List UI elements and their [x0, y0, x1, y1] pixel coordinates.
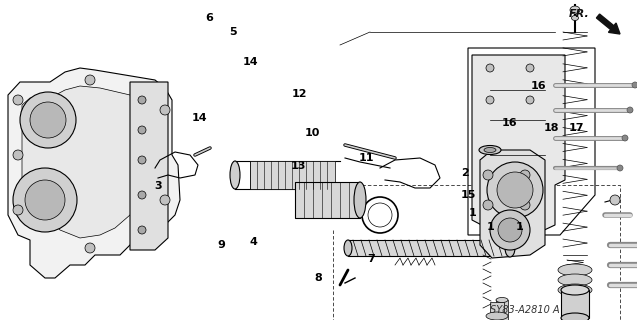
Polygon shape	[130, 82, 168, 250]
Text: 16: 16	[502, 118, 517, 128]
Polygon shape	[480, 150, 545, 258]
Circle shape	[526, 96, 534, 104]
Circle shape	[483, 200, 493, 210]
Circle shape	[13, 150, 23, 160]
Circle shape	[138, 191, 146, 199]
Circle shape	[487, 162, 543, 218]
Circle shape	[13, 205, 23, 215]
Ellipse shape	[505, 239, 515, 257]
Circle shape	[483, 170, 493, 180]
Circle shape	[632, 82, 637, 88]
Text: 8: 8	[315, 273, 322, 284]
Circle shape	[160, 105, 170, 115]
Circle shape	[622, 135, 628, 141]
Text: 1: 1	[515, 222, 523, 232]
Circle shape	[13, 168, 77, 232]
Circle shape	[486, 96, 494, 104]
Ellipse shape	[486, 312, 508, 320]
Circle shape	[138, 226, 146, 234]
Ellipse shape	[479, 146, 501, 155]
Circle shape	[627, 107, 633, 113]
Bar	[348, 240, 510, 256]
Text: 11: 11	[359, 153, 375, 164]
Circle shape	[85, 243, 95, 253]
Polygon shape	[22, 86, 140, 238]
Ellipse shape	[570, 6, 580, 14]
Ellipse shape	[484, 148, 496, 153]
Ellipse shape	[496, 298, 508, 302]
Circle shape	[30, 102, 66, 138]
Text: 3: 3	[154, 180, 162, 191]
Bar	[561, 290, 589, 318]
Circle shape	[610, 195, 620, 205]
Bar	[490, 302, 504, 316]
Circle shape	[160, 195, 170, 205]
Text: 10: 10	[304, 128, 320, 138]
Circle shape	[490, 210, 530, 250]
Bar	[250, 161, 335, 189]
Text: 14: 14	[192, 113, 207, 124]
Text: 13: 13	[290, 161, 306, 172]
Text: 15: 15	[461, 190, 476, 200]
Text: 2: 2	[461, 168, 469, 178]
Text: 12: 12	[292, 89, 307, 100]
Circle shape	[497, 172, 533, 208]
Text: FR.: FR.	[569, 9, 590, 19]
Text: 1: 1	[469, 208, 476, 218]
Circle shape	[85, 75, 95, 85]
Ellipse shape	[354, 182, 366, 218]
Circle shape	[138, 96, 146, 104]
Bar	[496, 300, 508, 320]
Ellipse shape	[561, 313, 589, 320]
Bar	[295, 182, 360, 218]
Text: 6: 6	[205, 12, 213, 23]
Ellipse shape	[344, 240, 352, 256]
Ellipse shape	[558, 274, 592, 286]
Text: 9: 9	[218, 240, 225, 250]
Circle shape	[138, 156, 146, 164]
FancyArrow shape	[596, 14, 620, 34]
Text: 4: 4	[250, 236, 257, 247]
Circle shape	[498, 218, 522, 242]
Polygon shape	[472, 55, 565, 232]
Text: 5: 5	[229, 27, 236, 37]
Polygon shape	[8, 68, 180, 278]
Text: 7: 7	[368, 254, 375, 264]
Circle shape	[20, 92, 76, 148]
Circle shape	[526, 64, 534, 72]
Circle shape	[520, 170, 530, 180]
Circle shape	[138, 126, 146, 134]
Text: 1: 1	[487, 222, 494, 232]
Text: SY83-A2810 A: SY83-A2810 A	[490, 305, 560, 315]
Circle shape	[13, 95, 23, 105]
Ellipse shape	[558, 284, 592, 296]
Text: 16: 16	[531, 81, 546, 92]
Ellipse shape	[230, 161, 240, 189]
Text: 17: 17	[569, 123, 584, 133]
Text: 14: 14	[243, 57, 258, 68]
Ellipse shape	[561, 285, 589, 295]
Circle shape	[25, 180, 65, 220]
Circle shape	[520, 200, 530, 210]
Ellipse shape	[558, 264, 592, 276]
Circle shape	[486, 64, 494, 72]
Ellipse shape	[571, 15, 578, 20]
Circle shape	[617, 165, 623, 171]
Text: 18: 18	[543, 123, 559, 133]
